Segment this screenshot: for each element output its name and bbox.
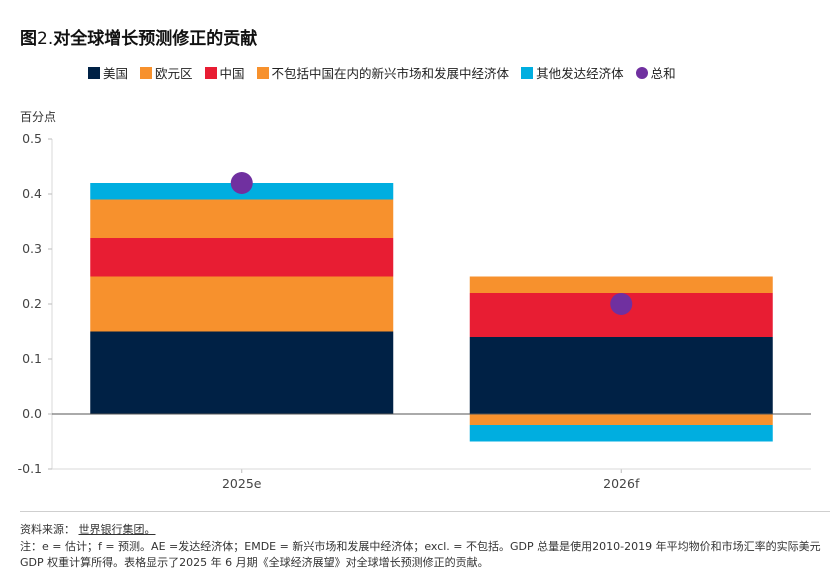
y-tick-label: 0.1 <box>22 351 42 366</box>
stacked-bar-chart: -0.1 0.0 0.1 0.2 0.3 0.4 0.5 2025e 2026f <box>18 131 811 491</box>
legend-label-us: 美国 <box>103 66 129 81</box>
legend-item-us: 美国 <box>88 63 128 82</box>
legend-swatch-us <box>88 66 100 79</box>
y-tick-label: 0.4 <box>22 186 42 201</box>
x-tick-label: 2026f <box>603 476 640 491</box>
bar-china-2025e <box>90 238 394 277</box>
legend-swatch-total <box>635 66 648 79</box>
legend-label-emde_ex_china: 不包括中国在内的新兴市场和发展中经济体 <box>271 66 510 81</box>
bar-us-2025e <box>90 331 394 414</box>
source-line: 资料来源： 世界银行集团。 <box>20 521 156 537</box>
legend-item-emde_ex_china: 不包括中国在内的新兴市场和发展中经济体 <box>256 63 510 82</box>
legend-swatch-euro <box>140 66 153 79</box>
source-label: 资料来源： <box>20 523 75 536</box>
title-number: 2. <box>37 29 54 49</box>
total-dot-2026f <box>610 293 633 315</box>
bar-emde_ex_china-2026f <box>469 276 773 293</box>
x-tick-label: 2025e <box>222 476 262 491</box>
legend-item-other_ae: 其他发达经济体 <box>521 63 624 82</box>
chart-title: 图2.对全球增长预测修正的贡献 <box>20 24 257 49</box>
y-tick-label: 0.5 <box>22 131 42 146</box>
total-dot-2025e <box>230 172 253 194</box>
legend-label-euro: 欧元区 <box>155 66 193 81</box>
y-tick-label: 0.2 <box>22 296 42 311</box>
legend-item-euro: 欧元区 <box>140 63 193 82</box>
bar-euro-2026f <box>469 414 773 425</box>
footer-divider <box>20 511 830 512</box>
y-tick-label: 0.0 <box>22 406 42 421</box>
bar-us-2026f <box>469 337 773 414</box>
legend-swatch-china <box>204 66 217 79</box>
chart-note: 注：e = 估计；f = 预测。AE =发达经济体；EMDE = 新兴市场和发展… <box>20 540 821 569</box>
bar-euro-2025e <box>90 276 394 332</box>
legend-item-total: 总和 <box>635 63 676 82</box>
legend: 美国 欧元区 中国 不包括中国在内的新兴市场和发展中经济体 其他发达经济体 总和 <box>88 63 688 82</box>
legend-label-total: 总和 <box>650 66 676 81</box>
title-prefix: 图 <box>20 29 37 49</box>
legend-label-other_ae: 其他发达经济体 <box>536 66 624 81</box>
source-link[interactable]: 世界银行集团。 <box>78 523 156 536</box>
y-tick-label: -0.1 <box>18 461 42 476</box>
bar-emde_ex_china-2025e <box>90 199 394 238</box>
legend-item-china: 中国 <box>204 63 245 82</box>
y-axis-unit-label: 百分点 <box>20 110 57 124</box>
bar-other_ae-2026f <box>469 425 773 442</box>
y-tick-label: 0.3 <box>22 241 42 256</box>
legend-swatch-other_ae <box>521 66 534 79</box>
legend-swatch-emde_ex_china <box>256 66 269 79</box>
legend-label-china: 中国 <box>219 66 245 81</box>
title-text: 对全球增长预测修正的贡献 <box>53 29 258 49</box>
